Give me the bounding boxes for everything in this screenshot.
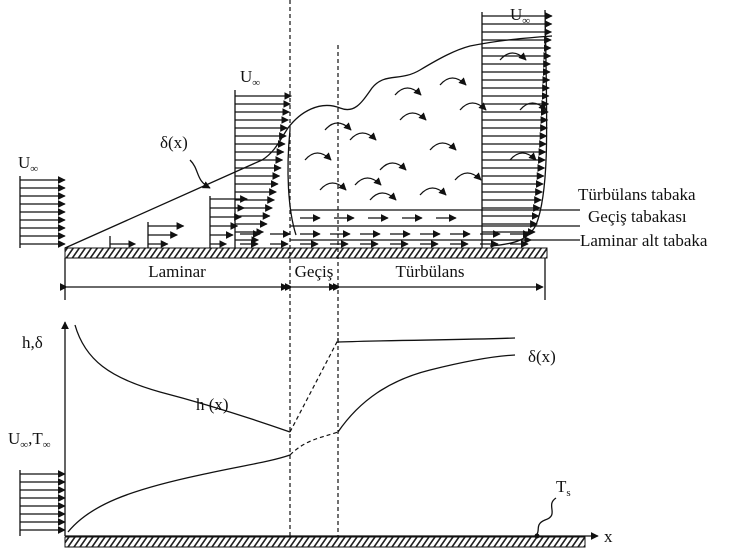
h-curve-transition bbox=[290, 340, 338, 432]
freestream-label: U∞ bbox=[240, 67, 260, 89]
wall-temp-pointer bbox=[537, 498, 556, 534]
boundary-layer-diagram: Türbülans tabaka Geçiş tabakası Laminar … bbox=[0, 0, 746, 556]
eddy bbox=[320, 183, 346, 190]
wall-temp-label: Ts bbox=[556, 477, 571, 499]
sub: ∞ bbox=[20, 439, 28, 451]
wall-point bbox=[535, 534, 540, 539]
eddy bbox=[420, 188, 446, 195]
eddy bbox=[440, 78, 466, 85]
axis-label: h,δ bbox=[22, 333, 43, 352]
x-label: x bbox=[604, 527, 613, 546]
h-curve-turbulent bbox=[338, 338, 515, 342]
h-curve bbox=[75, 325, 290, 432]
eddy bbox=[510, 153, 536, 160]
delta-curve-transition bbox=[290, 432, 338, 455]
inlet-label: U∞,T∞ bbox=[8, 429, 51, 451]
eddy bbox=[355, 178, 381, 185]
eddy bbox=[395, 88, 421, 95]
top-plate bbox=[65, 248, 547, 258]
transition-profile bbox=[288, 130, 296, 235]
delta-curve bbox=[68, 455, 290, 532]
t: T bbox=[32, 429, 43, 448]
region-label: Geçiş bbox=[295, 262, 334, 281]
eddy bbox=[430, 143, 456, 150]
eddy bbox=[350, 133, 376, 140]
delta-label: δ(x) bbox=[160, 133, 188, 152]
layer-label: Türbülans tabaka bbox=[578, 185, 696, 204]
u: U bbox=[240, 67, 252, 86]
eddy bbox=[400, 113, 426, 120]
velocity-profiles bbox=[20, 12, 552, 536]
delta-label: δ(x) bbox=[528, 347, 556, 366]
u: U bbox=[8, 429, 20, 448]
u: U bbox=[510, 5, 522, 24]
sub: ∞ bbox=[43, 439, 51, 451]
delta-pointer bbox=[190, 160, 210, 188]
freestream-label: U∞ bbox=[18, 153, 38, 175]
delta-curve-turbulent bbox=[338, 355, 515, 432]
eddy bbox=[455, 173, 481, 180]
eddy bbox=[370, 193, 396, 200]
eddy bbox=[380, 163, 406, 170]
u: U bbox=[18, 153, 30, 172]
region-label: Laminar bbox=[148, 262, 206, 281]
layer-label: Geçiş tabakası bbox=[588, 207, 687, 226]
sub: ∞ bbox=[30, 163, 38, 175]
boundary-layer-edge bbox=[65, 36, 552, 248]
sub: ∞ bbox=[252, 77, 260, 89]
sub: ∞ bbox=[522, 15, 530, 27]
region-label: Türbülans bbox=[396, 262, 465, 281]
t: T bbox=[556, 477, 567, 496]
eddy bbox=[305, 153, 331, 160]
bottom-plate bbox=[65, 537, 585, 547]
layer-label: Laminar alt tabaka bbox=[580, 231, 708, 250]
sub: s bbox=[566, 487, 570, 499]
h-label: h (x) bbox=[196, 395, 229, 414]
